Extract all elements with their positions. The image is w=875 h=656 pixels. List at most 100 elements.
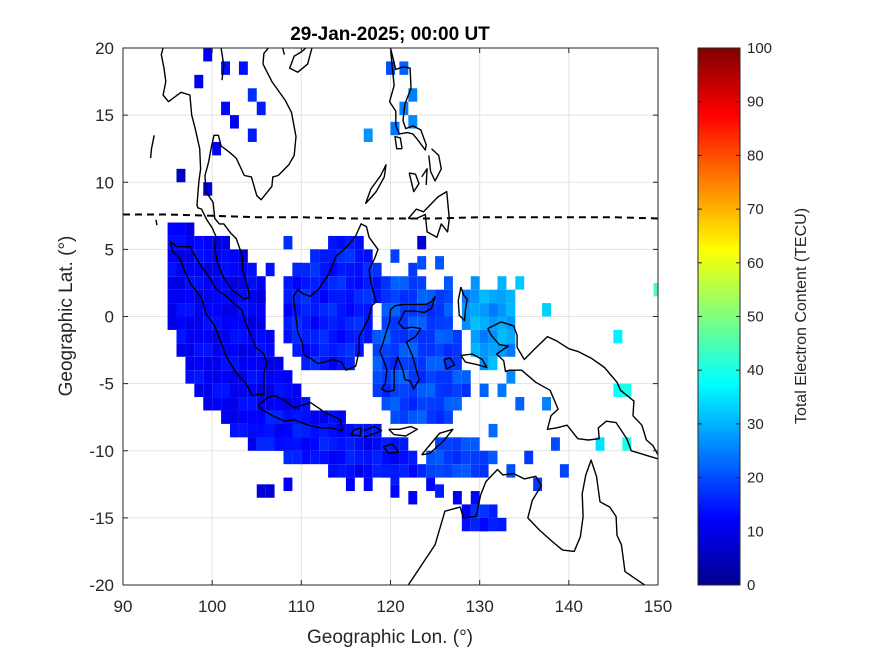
tec-cell bbox=[221, 262, 230, 277]
tec-cell bbox=[319, 423, 329, 438]
tec-cell bbox=[319, 249, 329, 263]
tec-cell bbox=[247, 397, 257, 411]
tec-cell bbox=[408, 370, 418, 384]
tec-cell bbox=[256, 329, 266, 344]
tec-cell bbox=[238, 410, 248, 424]
tec-cell bbox=[176, 249, 186, 263]
tec-cell bbox=[399, 397, 409, 411]
tec-cell bbox=[221, 276, 230, 290]
tec-cell bbox=[408, 289, 418, 304]
coastline bbox=[428, 148, 442, 182]
tec-cell bbox=[212, 383, 222, 398]
tec-cell bbox=[390, 437, 400, 451]
tec-cell bbox=[185, 222, 195, 236]
y-tick-label: -15 bbox=[89, 509, 114, 528]
tec-cell bbox=[435, 397, 444, 411]
tec-cell bbox=[381, 356, 391, 371]
tec-cell bbox=[345, 289, 355, 304]
tec-cell bbox=[230, 316, 239, 330]
tec-cell bbox=[337, 343, 346, 357]
tec-cell bbox=[238, 276, 248, 290]
tec-cell bbox=[247, 423, 257, 438]
colorbar-tick-label: 100 bbox=[747, 40, 772, 57]
tec-cell bbox=[247, 383, 257, 398]
tec-cell bbox=[390, 121, 400, 136]
tec-cell bbox=[167, 249, 177, 263]
tec-cell bbox=[452, 437, 462, 451]
tec-cell bbox=[354, 464, 364, 478]
tec-cell bbox=[479, 316, 489, 330]
tec-cell bbox=[452, 383, 462, 398]
tec-cell bbox=[390, 470, 400, 485]
tec-cell bbox=[444, 289, 453, 304]
tec-cell bbox=[399, 303, 409, 317]
tec-cell bbox=[265, 423, 275, 438]
tec-cell bbox=[533, 477, 543, 492]
tec-cell bbox=[256, 437, 266, 451]
tec-cell bbox=[435, 329, 444, 344]
tec-cells bbox=[167, 48, 658, 532]
tec-cell bbox=[653, 282, 658, 297]
magnetic-equator-group bbox=[123, 213, 658, 220]
coastline bbox=[220, 48, 225, 81]
tec-cell bbox=[194, 383, 204, 398]
tec-cell bbox=[363, 450, 373, 465]
tec-cell bbox=[283, 289, 293, 304]
tec-cell bbox=[488, 450, 498, 465]
tec-cell bbox=[301, 276, 311, 290]
tec-cell bbox=[435, 256, 444, 270]
tec-cell bbox=[345, 316, 355, 330]
tec-cell bbox=[399, 356, 409, 371]
tec-cell bbox=[372, 356, 382, 371]
tec-cell bbox=[390, 397, 400, 411]
tec-cell bbox=[470, 491, 480, 505]
coastline bbox=[407, 459, 645, 585]
tec-cell bbox=[345, 329, 355, 344]
tec-cell bbox=[256, 276, 266, 290]
tec-cell bbox=[408, 276, 418, 290]
tec-cell bbox=[506, 303, 516, 317]
tec-cell bbox=[470, 504, 480, 518]
x-tick-label: 90 bbox=[114, 597, 133, 616]
coastline bbox=[292, 223, 379, 371]
tec-cell bbox=[399, 383, 409, 398]
tec-cell bbox=[488, 316, 498, 330]
tec-cell bbox=[265, 343, 275, 357]
tec-cell bbox=[435, 356, 444, 371]
tec-cell bbox=[417, 316, 427, 330]
tec-cell bbox=[328, 303, 337, 317]
tec-cell bbox=[399, 437, 409, 451]
tec-cell bbox=[444, 450, 453, 465]
coastline bbox=[349, 427, 362, 437]
tec-cell bbox=[488, 423, 498, 438]
tec-cell bbox=[444, 276, 453, 290]
tec-cell bbox=[292, 410, 302, 424]
tec-cell bbox=[203, 397, 213, 411]
tec-cell bbox=[319, 316, 329, 330]
tec-cell bbox=[238, 262, 248, 277]
tec-cell bbox=[417, 303, 427, 317]
tec-cell bbox=[444, 437, 453, 451]
tec-cell bbox=[345, 356, 355, 371]
tec-cell bbox=[238, 343, 248, 357]
tec-cell bbox=[345, 343, 355, 357]
tec-cell bbox=[310, 289, 320, 304]
tec-cell bbox=[212, 276, 222, 290]
colorbar-tick-label: 30 bbox=[747, 416, 764, 433]
tec-cell bbox=[310, 249, 320, 263]
tec-cell bbox=[221, 370, 230, 384]
tec-cell bbox=[435, 289, 444, 304]
coastline bbox=[364, 164, 387, 205]
tec-cell bbox=[265, 484, 275, 498]
tec-cell bbox=[203, 276, 213, 290]
tec-cell bbox=[212, 235, 222, 250]
tec-cell bbox=[265, 370, 275, 384]
tec-cell bbox=[497, 517, 507, 532]
y-tick-label: -20 bbox=[89, 576, 114, 595]
tec-cell bbox=[381, 329, 391, 344]
tec-cell bbox=[417, 383, 427, 398]
tec-cell bbox=[390, 410, 400, 424]
coastline bbox=[487, 321, 658, 456]
y-tick-label: 0 bbox=[105, 308, 114, 327]
